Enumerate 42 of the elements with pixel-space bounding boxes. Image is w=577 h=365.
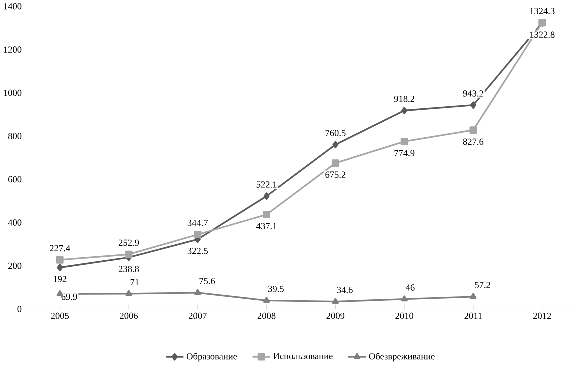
data-label: 252.9 <box>118 240 140 246</box>
x-tick-label: 2009 <box>326 312 345 320</box>
data-label: 943.2 <box>463 90 484 97</box>
legend-label: Образование <box>186 352 238 362</box>
y-tick-label: 600 <box>8 176 22 183</box>
y-tick-label: 800 <box>8 133 22 140</box>
x-tick-label: 2010 <box>396 312 414 320</box>
y-tick-label: 0 <box>18 306 22 312</box>
x-tick-label: 2011 <box>464 312 482 320</box>
data-label: 238.8 <box>118 266 140 272</box>
x-tick-label: 2006 <box>120 312 138 320</box>
data-label: 57.2 <box>475 282 490 288</box>
data-label: 39.5 <box>268 286 284 292</box>
data-label: 760.5 <box>326 130 346 136</box>
y-tick-label: 400 <box>8 220 22 226</box>
data-label: 192 <box>54 276 67 282</box>
legend-label: Использование <box>274 353 333 360</box>
y-tick-label: 1000 <box>4 90 22 96</box>
data-label: 918.2 <box>394 96 415 102</box>
y-tick-label: 1400 <box>4 3 22 10</box>
data-label: 69.9 <box>62 294 78 300</box>
data-label: 522.1 <box>256 181 277 188</box>
data-label: 675.2 <box>326 172 346 178</box>
x-tick-label: 2012 <box>533 312 552 320</box>
data-label: 71 <box>130 279 139 286</box>
x-tick-label: 2007 <box>189 312 207 320</box>
x-tick-label: 2005 <box>51 312 70 320</box>
data-label: 322.5 <box>188 248 208 254</box>
x-tick-label: 2008 <box>258 312 276 320</box>
data-label: 344.7 <box>188 220 208 226</box>
data-label: 1324.3 <box>530 8 555 14</box>
legend-label: Обезвреживание <box>369 352 435 362</box>
data-label: 1322.8 <box>530 32 555 38</box>
y-tick-label: 200 <box>8 262 22 270</box>
data-label: 827.6 <box>463 138 484 145</box>
data-label: 437.1 <box>256 223 277 230</box>
data-label: 46 <box>406 284 415 291</box>
data-label: 774.9 <box>394 150 415 156</box>
data-label: 34.6 <box>337 286 353 294</box>
y-tick-label: 1200 <box>4 46 22 53</box>
data-label: 227.4 <box>50 245 70 252</box>
data-label: 75.6 <box>200 278 216 284</box>
